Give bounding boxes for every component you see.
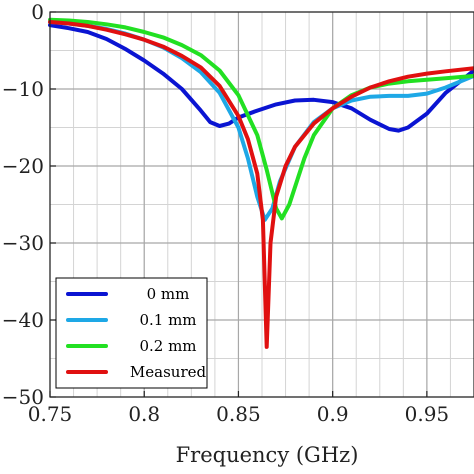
y-tick-label: −40 [2,308,44,332]
legend: 0 mm 0.1 mm 0.2 mm Measured [55,277,208,389]
x-tick-label: 0.75 [28,402,73,426]
x-tick-label: 0.8 [128,402,160,426]
y-tick-label: 0 [31,0,44,24]
legend-label: 0.1 mm [139,311,196,329]
series-line-measured [48,20,474,349]
x-tick-labels: 0.75 0.8 0.85 0.9 0.95 [28,402,449,426]
x-tick-label: 0.95 [405,402,450,426]
legend-label: Measured [130,363,207,381]
legend-label: 0.2 mm [139,337,196,355]
x-tick-label: 0.85 [216,402,261,426]
plot-frame [49,11,474,398]
axis-ticks [49,11,428,398]
y-tick-labels: 0 −10 −20 −30 −40 −50 [2,0,44,409]
y-tick-label: −10 [2,77,44,101]
y-tick-label: −30 [2,231,44,255]
series-layer [48,17,474,349]
x-axis-title: Frequency (GHz) [176,443,359,467]
y-tick-label: −50 [2,385,44,409]
legend-box [55,277,208,389]
x-tick-label: 0.9 [317,402,349,426]
y-tick-label: −20 [2,154,44,178]
legend-items: 0 mm 0.1 mm 0.2 mm Measured [66,285,207,381]
legend-label: 0 mm [147,285,190,303]
